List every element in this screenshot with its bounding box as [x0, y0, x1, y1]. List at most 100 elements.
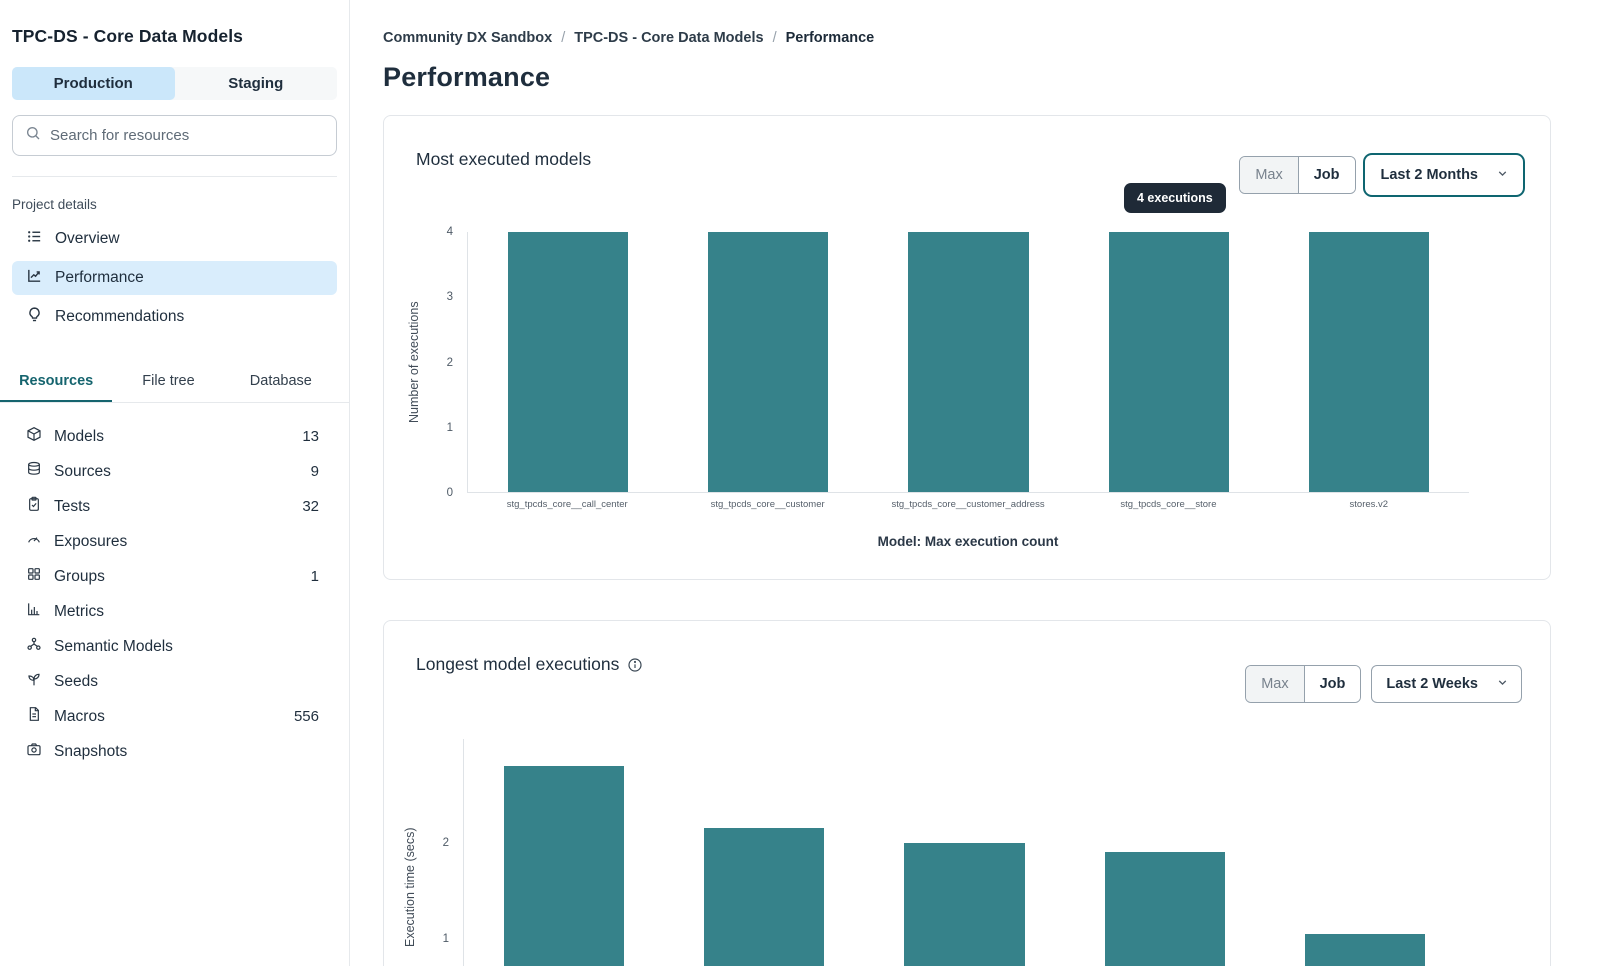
card-title-text: Most executed models [416, 149, 592, 169]
sidebar-item-overview[interactable]: Overview [12, 222, 337, 256]
resource-label: Macros [54, 707, 105, 725]
tab-resources[interactable]: Resources [0, 364, 113, 402]
environment-toggle: Production Staging [12, 67, 337, 100]
resource-row-exposures[interactable]: Exposures [12, 524, 337, 559]
gauge-icon [26, 531, 42, 552]
resource-row-sources[interactable]: Sources 9 [12, 454, 337, 489]
x-tick-label: stg_tpcds_core__customer [710, 499, 825, 510]
bar-slot [1269, 232, 1469, 492]
project-title: TPC-DS - Core Data Models [12, 26, 243, 46]
bar-stg_tpcds_core__call_center[interactable] [508, 232, 629, 492]
resource-row-models[interactable]: Models 13 [12, 419, 337, 454]
y-axis-title: Execution time (secs) [403, 827, 417, 947]
cube-icon [26, 426, 42, 447]
period-value: Last 2 Weeks [1386, 676, 1478, 692]
resource-search[interactable] [12, 115, 337, 156]
bar-stg_tpcds_core__store[interactable] [1108, 232, 1229, 492]
bar-slot [664, 739, 864, 966]
sprout-icon [26, 671, 42, 692]
period-value: Last 2 Months [1380, 167, 1478, 183]
bar-model-4[interactable] [1104, 852, 1225, 966]
bar-slot [468, 232, 668, 492]
aggregation-toggle: Max Job [1239, 156, 1356, 194]
clipboard-check-icon [26, 496, 42, 517]
max-toggle-button[interactable]: Max [1240, 157, 1299, 193]
aggregation-toggle: Max Job [1245, 665, 1362, 703]
resource-label: Models [54, 427, 104, 445]
chevron-down-icon [1496, 167, 1509, 184]
most-executed-models-chart: Number of executions 0 1 2 3 4 stg_tpcds_cor… [407, 226, 1469, 549]
bar-slot [1065, 739, 1265, 966]
project-sidebar: TPC-DS - Core Data Models Production Sta… [0, 0, 350, 966]
main-content: Community DX Sandbox / TPC-DS - Core Dat… [350, 0, 1621, 966]
breadcrumb-account[interactable]: Community DX Sandbox [383, 30, 553, 46]
bar-slot [868, 232, 1068, 492]
y-tick-label: 4 [446, 226, 453, 238]
y-tick-label: 1 [442, 932, 449, 945]
resource-label: Tests [54, 497, 91, 515]
sidebar-item-label: Overview [55, 230, 120, 247]
resource-count: 13 [302, 428, 319, 445]
resource-row-metrics[interactable]: Metrics [12, 594, 337, 629]
breadcrumb-separator: / [772, 30, 777, 46]
project-details-label: Project details [12, 197, 97, 212]
resource-label: Snapshots [54, 742, 128, 760]
resource-label: Seeds [54, 672, 98, 690]
resource-label: Exposures [54, 532, 128, 550]
bar-stg_tpcds_core__customer[interactable] [708, 232, 829, 492]
bar-model-1[interactable] [504, 765, 625, 966]
bar-slot [464, 739, 664, 966]
y-axis-title: Number of executions [407, 301, 421, 424]
resource-row-groups[interactable]: Groups 1 [12, 559, 337, 594]
job-toggle-button[interactable]: Job [1298, 157, 1355, 193]
chart-controls: Max Job Last 2 Weeks [1245, 665, 1522, 703]
tab-database[interactable]: Database [249, 373, 312, 389]
breadcrumb-current: Performance [785, 30, 875, 46]
resource-row-snapshots[interactable]: Snapshots [12, 734, 337, 769]
sidebar-item-label: Performance [55, 269, 144, 286]
env-tab-production[interactable]: Production [12, 67, 175, 100]
breadcrumb-project[interactable]: TPC-DS - Core Data Models [574, 30, 764, 46]
env-tab-staging[interactable]: Staging [228, 75, 284, 92]
chart-controls: Max Job Last 2 Months [1239, 156, 1522, 194]
bar-slot [668, 232, 868, 492]
y-axis-ticks: 0 1 2 3 4 [429, 226, 461, 499]
bar-stores.v2[interactable] [1308, 232, 1429, 492]
resource-count: 9 [310, 463, 319, 480]
longest-model-executions-card: Longest model executions Max Job Last 2 … [383, 620, 1551, 966]
bar-slot [864, 739, 1064, 966]
resource-row-tests[interactable]: Tests 32 [12, 489, 337, 524]
period-dropdown[interactable]: Last 2 Weeks [1371, 665, 1522, 703]
list-icon [26, 228, 43, 250]
resource-count: 32 [302, 498, 319, 515]
bar-model-3[interactable] [904, 842, 1025, 966]
x-axis-title: Model: Max execution count [877, 534, 1059, 549]
resource-row-macros[interactable]: Macros 556 [12, 699, 337, 734]
search-icon [25, 125, 41, 146]
x-tick-label: stg_tpcds_core__store [1120, 499, 1217, 510]
bar-model-5[interactable] [1304, 934, 1425, 966]
x-axis-labels: stg_tpcds_core__call_center stg_tpcds_cor… [467, 499, 1469, 510]
bar-model-2[interactable] [704, 828, 825, 966]
sidebar-item-label: Recommendations [55, 308, 185, 325]
y-tick-label: 3 [446, 291, 453, 304]
chart-tooltip: 4 executions [1124, 183, 1226, 213]
sidebar-item-recommendations[interactable]: Recommendations [12, 300, 337, 334]
resource-count: 556 [293, 708, 319, 725]
max-toggle-button[interactable]: Max [1246, 666, 1305, 702]
resource-row-semantic-models[interactable]: Semantic Models [12, 629, 337, 664]
resource-list: Models 13 Sources 9 Tests 32 Exposures G… [0, 419, 349, 769]
job-toggle-button[interactable]: Job [1304, 666, 1361, 702]
tab-file-tree[interactable]: File tree [142, 373, 195, 389]
y-tick-label: 2 [446, 356, 453, 369]
resource-row-seeds[interactable]: Seeds [12, 664, 337, 699]
period-dropdown[interactable]: Last 2 Months [1365, 156, 1522, 194]
page-title: Performance [383, 62, 551, 92]
sidebar-item-performance[interactable]: Performance [12, 261, 337, 295]
bar-stg_tpcds_core__customer_address[interactable] [908, 232, 1029, 492]
bar-slot [1069, 232, 1269, 492]
search-input[interactable] [50, 127, 324, 144]
info-icon[interactable] [627, 657, 643, 673]
